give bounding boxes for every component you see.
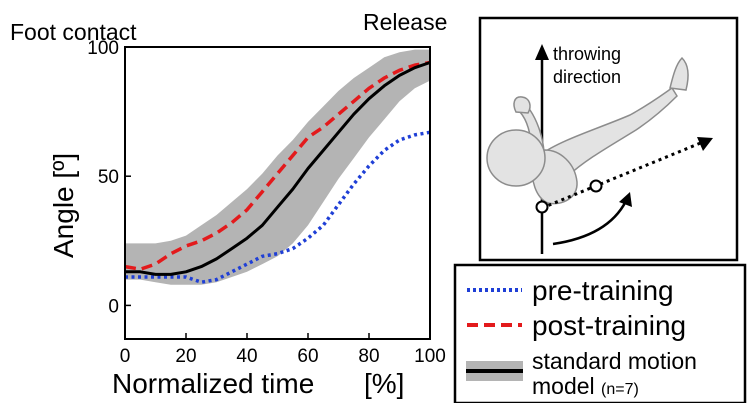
foot-contact-label: Foot contact	[10, 19, 137, 45]
x-axis-label: Normalized time	[112, 368, 314, 399]
legend: pre-training post-training standard moti…	[453, 263, 747, 403]
model-sd-band	[125, 49, 430, 285]
legend-model-label-line2: model (n=7)	[532, 373, 639, 399]
angle-arc	[552, 200, 628, 246]
release-label: Release	[363, 9, 447, 35]
legend-post-training-label: post-training	[532, 310, 686, 341]
tick-layer: 0 20 40 60 80 100 0 50 100	[87, 38, 446, 367]
legend-model-word: model	[532, 373, 595, 399]
series-line-dashed	[124, 60, 431, 271]
plot-frame	[124, 46, 431, 340]
x-axis-unit: [%]	[364, 368, 404, 399]
y-tick-label: 0	[108, 296, 119, 317]
shoulder-line-arrow-head	[697, 137, 713, 151]
x-tick-label: 80	[358, 346, 379, 367]
series-line-solid	[125, 61, 431, 276]
pitcher-illustration: throwing direction	[478, 16, 739, 262]
joint-marker-left	[535, 200, 549, 214]
legend-model-n: (n=7)	[601, 381, 639, 398]
legend-pre-training-label: pre-training	[532, 275, 674, 306]
shoulder-line	[541, 140, 704, 210]
figure-body	[486, 56, 689, 205]
direction-label: direction	[553, 67, 621, 87]
arrow-head	[535, 44, 549, 60]
angle-chart: 0 20 40 60 80 100 0 50 100 Normalized time [%] A…	[48, 38, 446, 399]
y-axis-label: Angle [º]	[48, 153, 79, 258]
band-layer	[125, 49, 430, 285]
throwing-label: throwing	[553, 44, 621, 64]
y-tick-label: 50	[98, 167, 119, 188]
x-tick-label: 40	[236, 346, 257, 367]
x-tick-label: 60	[297, 346, 318, 367]
legend-model-label-line1: standard motion	[532, 348, 697, 374]
angle-arc-head	[619, 192, 632, 207]
y-tick-label: 100	[87, 38, 119, 59]
x-tick-label: 0	[120, 346, 131, 367]
joint-marker-right	[589, 179, 603, 193]
x-tick-label: 20	[175, 346, 196, 367]
x-tick-label: 100	[414, 346, 446, 367]
line-layer	[124, 60, 431, 284]
